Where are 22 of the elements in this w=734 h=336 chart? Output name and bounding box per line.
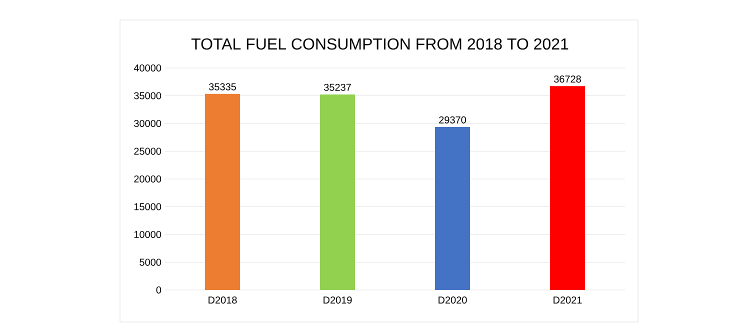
data-label: 35237 xyxy=(324,84,351,91)
y-tick-label: 20000 xyxy=(134,175,162,183)
y-tick-label: 5000 xyxy=(140,258,162,266)
y-tick-label: 15000 xyxy=(134,203,162,210)
y-tick-label: 30000 xyxy=(134,120,162,128)
y-tick-label: 35000 xyxy=(134,92,162,100)
x-tick-label: D2019 xyxy=(324,296,352,304)
bar xyxy=(550,86,585,290)
x-tick-label: D2020 xyxy=(438,296,467,304)
chart-title: TOTAL FUEL CONSUMPTION FROM 2018 TO 2021 xyxy=(191,38,568,50)
y-tick-label: 0 xyxy=(156,286,162,294)
data-label: 35335 xyxy=(208,83,236,90)
bar xyxy=(205,94,240,290)
data-label: 29370 xyxy=(439,116,466,124)
bar xyxy=(320,94,355,290)
bar xyxy=(435,126,470,290)
x-tick-label: D2021 xyxy=(554,296,582,304)
y-tick-label: 10000 xyxy=(134,230,162,238)
x-tick-label: D2018 xyxy=(208,296,237,304)
data-label: 36728 xyxy=(554,76,581,83)
y-tick-label: 40000 xyxy=(134,64,162,72)
y-tick-label: 25000 xyxy=(134,148,162,155)
